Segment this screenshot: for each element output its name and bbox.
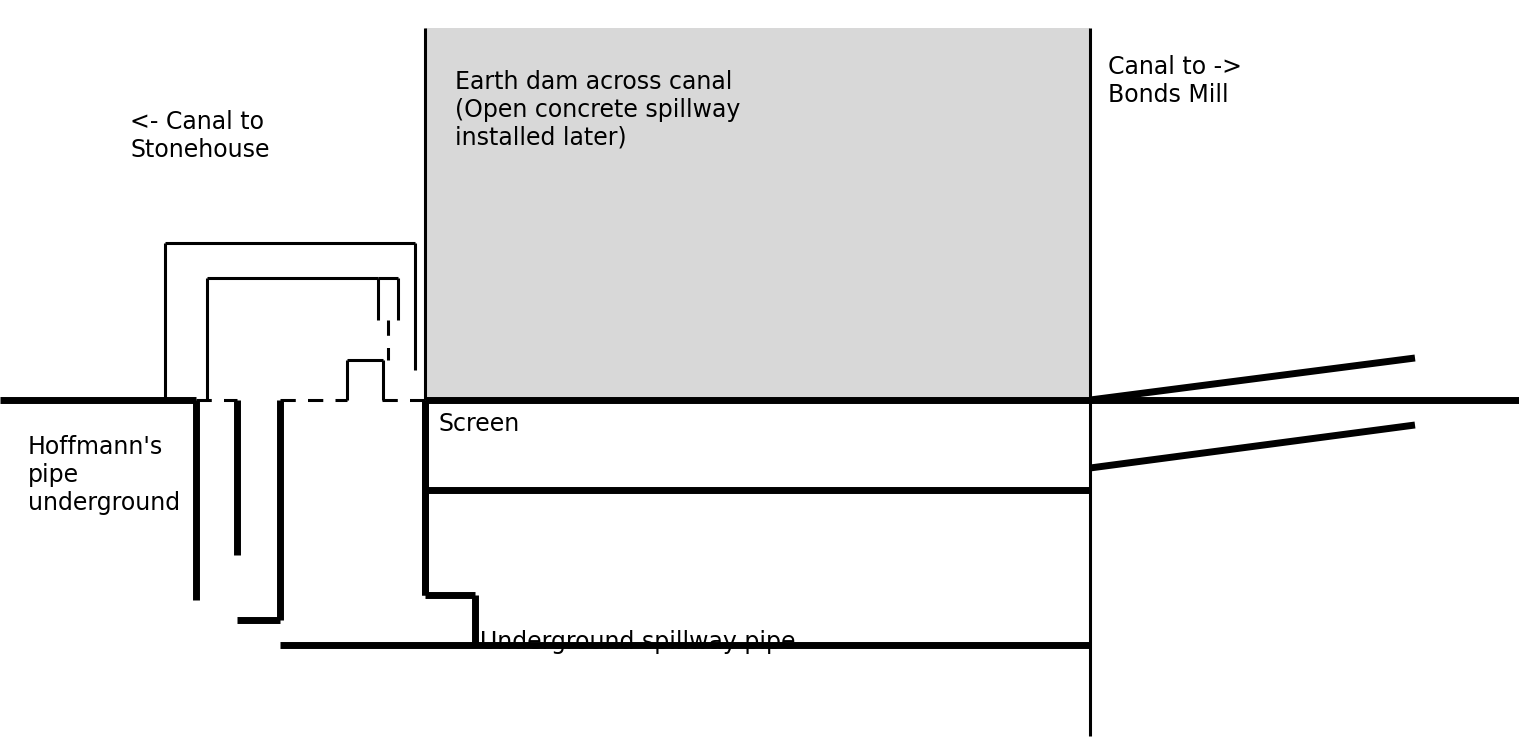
Text: Screen: Screen	[437, 412, 519, 436]
Text: Underground spillway pipe: Underground spillway pipe	[480, 630, 796, 654]
Text: <- Canal to
Stonehouse: <- Canal to Stonehouse	[131, 110, 269, 162]
Bar	[425, 28, 1091, 400]
Text: Earth dam across canal
(Open concrete spillway
installed later): Earth dam across canal (Open concrete sp…	[456, 70, 740, 150]
Text: Hoffmann's
pipe
underground: Hoffmann's pipe underground	[27, 435, 181, 515]
Text: Canal to ->
Bonds Mill: Canal to -> Bonds Mill	[1107, 55, 1243, 107]
